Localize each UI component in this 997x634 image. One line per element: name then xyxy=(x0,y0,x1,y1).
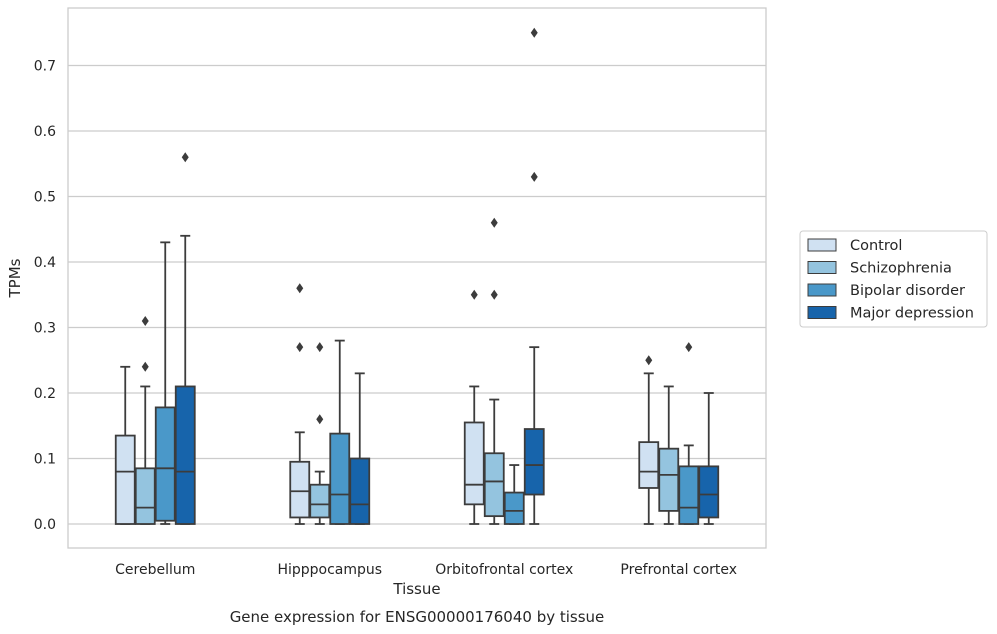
box xyxy=(503,464,525,525)
box xyxy=(523,27,545,525)
legend-swatch xyxy=(807,306,837,319)
box-iqr xyxy=(523,428,545,496)
x-category-label: Prefrontal cortex xyxy=(620,562,737,578)
box-iqr xyxy=(483,452,505,518)
outlier-point xyxy=(316,342,324,353)
box-iqr xyxy=(698,465,720,519)
y-tick-label: 0.1 xyxy=(34,452,56,468)
x-category-label: Cerebellum xyxy=(115,562,195,578)
box-iqr xyxy=(309,483,331,519)
box xyxy=(114,365,136,525)
legend-swatch xyxy=(807,261,837,274)
outlier-point xyxy=(296,283,304,294)
outlier-point xyxy=(141,361,149,372)
legend-label: Major depression xyxy=(850,306,974,322)
legend-swatch xyxy=(807,238,837,252)
outlier-point xyxy=(530,171,538,182)
legend: Control Schizophrenia Bipolar disorder Majo… xyxy=(799,230,988,328)
box-groups xyxy=(114,27,720,525)
box-iqr xyxy=(174,385,196,525)
box-iqr xyxy=(134,467,156,525)
x-axis-label: Tissue xyxy=(392,580,440,598)
box-iqr xyxy=(289,460,311,519)
outlier-point xyxy=(296,342,304,353)
outlier-point xyxy=(316,414,324,425)
box-iqr xyxy=(329,432,351,525)
box-iqr xyxy=(154,406,176,522)
outlier-point xyxy=(645,355,653,366)
box xyxy=(678,342,700,525)
box xyxy=(134,315,156,525)
box-iqr xyxy=(678,465,700,525)
y-tick-label: 0.7 xyxy=(34,59,56,75)
y-tick-label: 0.0 xyxy=(34,517,56,533)
box xyxy=(329,339,351,525)
y-tick-label: 0.2 xyxy=(34,386,56,402)
box xyxy=(483,217,505,525)
outlier-point xyxy=(490,217,498,228)
box-iqr xyxy=(638,441,660,489)
box xyxy=(154,241,176,525)
box-iqr xyxy=(658,447,680,512)
y-axis-label: TPMs xyxy=(6,258,24,298)
outlier-point xyxy=(141,315,149,326)
outlier-point xyxy=(181,152,189,163)
box-iqr xyxy=(463,421,485,506)
legend-frame xyxy=(799,230,988,328)
legend-label: Control xyxy=(850,238,902,254)
box xyxy=(349,372,371,525)
y-tick-label: 0.5 xyxy=(34,190,56,206)
box xyxy=(638,355,660,525)
x-category-label: Orbitofrontal cortex xyxy=(435,562,573,578)
y-tick-label: 0.3 xyxy=(34,321,56,337)
box xyxy=(658,385,680,525)
box-iqr xyxy=(349,457,371,525)
legend-label: Schizophrenia xyxy=(850,261,952,277)
legend-swatch xyxy=(807,283,837,297)
box xyxy=(174,152,196,525)
legend-label: Bipolar disorder xyxy=(850,283,965,299)
outlier-point xyxy=(490,289,498,300)
y-tick-label: 0.4 xyxy=(34,255,56,271)
box-iqr xyxy=(503,491,525,525)
y-tick-label: 0.6 xyxy=(34,124,56,140)
outlier-point xyxy=(470,289,478,300)
box xyxy=(309,342,331,525)
x-axis-categories: Cerebellum Hipppocampus Orbitofrontal cort… xyxy=(115,562,737,578)
x-category-label: Hipppocampus xyxy=(277,562,382,578)
box xyxy=(698,392,720,525)
outlier-point xyxy=(685,342,693,353)
outlier-point xyxy=(530,27,538,38)
y-axis-ticks: 0.0 0.1 0.2 0.3 0.4 0.5 0.6 0.7 xyxy=(34,59,56,534)
box xyxy=(289,283,311,525)
box-iqr xyxy=(114,434,136,525)
figure-caption: Gene expression for ENSG00000176040 by t… xyxy=(230,608,605,626)
box xyxy=(463,289,485,525)
